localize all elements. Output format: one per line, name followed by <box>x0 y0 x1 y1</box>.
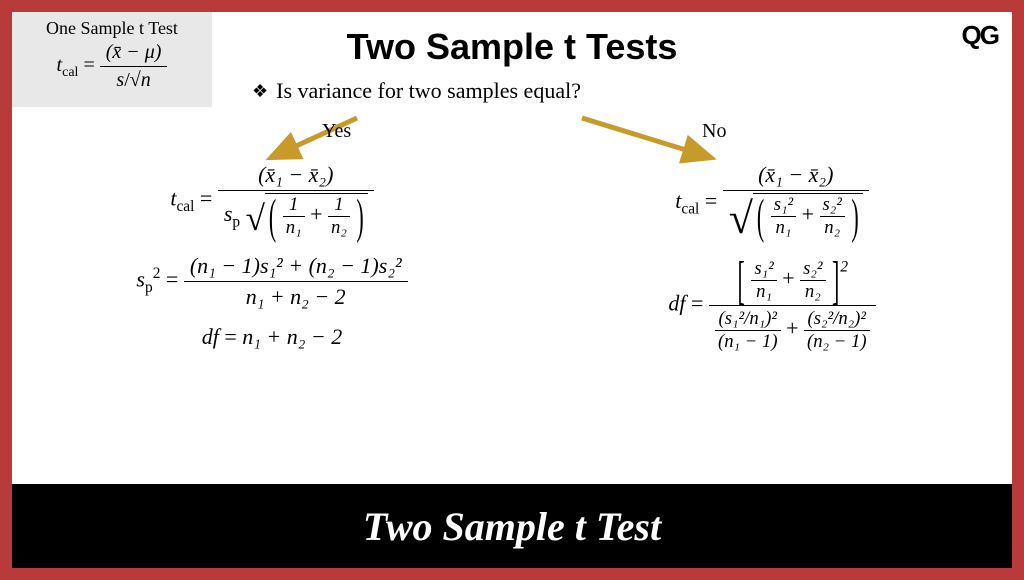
sp2-den: n₁ + n₂ − 2 <box>184 282 408 310</box>
yes-tcal-spsub: p <box>232 213 240 230</box>
no-df: df = [ s₁²n₁ + s₂²n₂ ]2 (s₁²/n₁)²(n₁ − 1… <box>572 258 972 353</box>
nodf-exp: 2 <box>840 259 848 276</box>
no-tcal-num: (x̄₁ − x̄₂) <box>723 162 869 191</box>
arrow-yes <box>252 110 372 170</box>
page-title: Two Sample t Tests <box>347 26 678 68</box>
no-f1n: s₁² <box>771 194 796 217</box>
one-sample-formula: tcal = (x̄ − μ) s/√n <box>22 41 202 92</box>
sp2-sub: p <box>145 279 153 296</box>
yes-sp2: sp2 = (n₁ − 1)s₁² + (n₂ − 1)s₂² n₁ + n₂ … <box>82 253 462 310</box>
slide-frame: One Sample t Test tcal = (x̄ − μ) s/√n Q… <box>12 12 1012 568</box>
nodf-t2d: n₂ <box>800 281 825 303</box>
one-sample-box: One Sample t Test tcal = (x̄ − μ) s/√n <box>12 12 212 107</box>
no-label: No <box>702 120 726 143</box>
no-column: tcal = (x̄₁ − x̄₂) √ ( s₁²n₁ + s₂²n₂ ) d… <box>572 162 972 367</box>
sp2-num: (n₁ − 1)s₁² + (n₂ − 1)s₂² <box>184 253 408 282</box>
one-sample-den-n: n <box>141 69 151 91</box>
logo: QG <box>962 20 998 51</box>
yes-tcal: tcal = (x̄₁ − x̄₂) sp √ ( 1n₁ + 1n₂ ) <box>82 162 462 239</box>
yes-df-lhs: df <box>202 324 219 349</box>
yes-f2d: n₂ <box>328 217 350 239</box>
footer-banner: Two Sample t Test <box>12 484 1012 568</box>
nodf-bld: (n₁ − 1) <box>715 331 781 353</box>
question-line: ❖ Is variance for two samples equal? <box>252 78 581 104</box>
no-tcal-sub: cal <box>681 200 699 217</box>
footer-banner-text: Two Sample t Test <box>363 503 661 550</box>
yes-f1n: 1 <box>283 194 305 217</box>
no-f1d: n₁ <box>771 217 796 239</box>
sp2-lhs: s <box>136 267 145 292</box>
question-text: Is variance for two samples equal? <box>276 78 581 103</box>
yes-df-rhs: n₁ + n₂ − 2 <box>242 324 342 349</box>
no-tcal: tcal = (x̄₁ − x̄₂) √ ( s₁²n₁ + s₂²n₂ ) <box>572 162 972 244</box>
yes-column: tcal = (x̄₁ − x̄₂) sp √ ( 1n₁ + 1n₂ ) sp… <box>82 162 462 364</box>
one-sample-lhs-sub: cal <box>62 65 78 80</box>
nodf-t1d: n₁ <box>751 281 776 303</box>
no-df-lhs: df <box>668 291 685 316</box>
one-sample-title: One Sample t Test <box>22 18 202 39</box>
nodf-t1n: s₁² <box>751 258 776 281</box>
yes-f1d: n₁ <box>283 217 305 239</box>
yes-f2n: 1 <box>328 194 350 217</box>
yes-tcal-sub: cal <box>176 198 194 215</box>
nodf-brd: (n₂ − 1) <box>804 331 870 353</box>
no-f2n: s₂² <box>820 194 845 217</box>
yes-df: df = n₁ + n₂ − 2 <box>82 324 462 350</box>
no-f2d: n₂ <box>820 217 845 239</box>
yes-tcal-num: (x̄₁ − x̄₂) <box>218 162 374 191</box>
bullet-icon: ❖ <box>252 81 268 102</box>
nodf-t2n: s₂² <box>800 258 825 281</box>
one-sample-num: (x̄ − μ) <box>100 41 168 67</box>
nodf-bln: (s₁²/n₁)² <box>715 308 781 331</box>
yes-label: Yes <box>322 120 351 143</box>
